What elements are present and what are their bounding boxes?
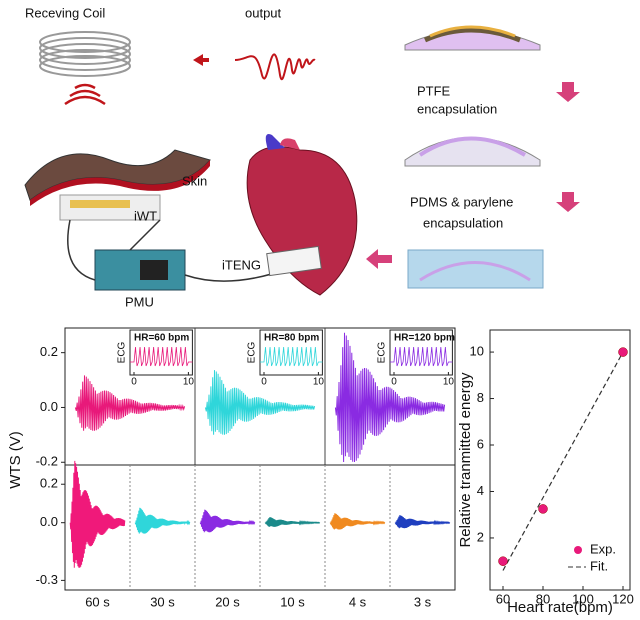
inset-ylabel: ECG <box>117 341 128 363</box>
x-axis-label: Heart rate(bpm) <box>507 599 613 616</box>
inset-ylabel: ECG <box>377 341 388 363</box>
y-tick-label: 0.0 <box>40 514 58 529</box>
inset-ylabel: ECG <box>247 341 258 363</box>
point <box>618 347 628 357</box>
inset-tick-label: 10 <box>443 377 455 388</box>
label: output <box>245 5 282 20</box>
waveform <box>199 509 256 533</box>
x-tick-label: 60 <box>496 591 510 606</box>
y-tick-label: -0.3 <box>36 572 58 587</box>
label: Receving Coil <box>25 5 105 20</box>
illustration <box>24 25 580 296</box>
x-tick-label: 120 <box>612 591 634 606</box>
inset-tick-label: 0 <box>261 377 267 388</box>
label: iTENG <box>222 257 261 272</box>
fit-line <box>502 351 624 571</box>
label: PDMS & parylene <box>410 194 513 209</box>
waveform <box>74 375 186 431</box>
y-tick-label: 10 <box>470 344 484 359</box>
panel-frame <box>64 464 456 591</box>
y-axis-label: Relative tranmitted energy <box>457 372 474 548</box>
segment-label: 3 s <box>414 594 432 609</box>
ecg-trace <box>130 346 193 367</box>
y-axis-label: WTS (V) <box>7 431 24 489</box>
point <box>498 556 508 566</box>
y-tick-label: 0.2 <box>40 476 58 491</box>
y-tick-label: 4 <box>477 483 484 498</box>
waveform <box>334 332 446 463</box>
segment-label: 60 s <box>85 594 110 609</box>
y-tick-label: 6 <box>477 436 484 451</box>
label: Skin <box>182 173 207 188</box>
y-tick-label: 0.0 <box>40 399 58 414</box>
y-tick-label: 0.2 <box>40 344 58 359</box>
waveform <box>134 507 191 534</box>
inset-tick-label: 10 <box>183 377 195 388</box>
x-tick-label: 100 <box>572 591 594 606</box>
diagram-labels: Receving Coil output PTFE encapsulation … <box>25 5 513 309</box>
waveform <box>204 370 316 435</box>
y-tick-label: 8 <box>477 390 484 405</box>
legend-marker <box>574 546 582 554</box>
label: encapsulation <box>417 101 497 116</box>
inset-title: HR=80 bpm <box>264 333 319 344</box>
waveform <box>394 515 451 529</box>
legend-label: Exp. <box>590 541 616 556</box>
x-tick-label: 80 <box>536 591 550 606</box>
label: iWT <box>134 208 157 223</box>
inset-title: HR=60 bpm <box>134 333 189 344</box>
y-tick-label: -0.2 <box>36 454 58 469</box>
waveform <box>329 513 386 530</box>
label: PTFE <box>417 83 451 98</box>
inset-title: HR=120 bpm <box>394 333 455 344</box>
plot-frame <box>489 329 631 591</box>
inset-tick-label: 0 <box>131 377 137 388</box>
segment-label: 20 s <box>215 594 240 609</box>
label: encapsulation <box>423 215 503 230</box>
segment-label: 10 s <box>280 594 305 609</box>
y-tick-label: 2 <box>477 529 484 544</box>
ecg-trace <box>260 346 323 367</box>
label: PMU <box>125 294 154 309</box>
ecg-trace <box>390 346 453 367</box>
inset-tick-label: 10 <box>313 377 325 388</box>
charts: WTS (V) -0.2 0.0 0.2 HR=60 bpm ECG 0 10 HR=80 bp… <box>7 327 634 616</box>
segment-label: 30 s <box>150 594 175 609</box>
point <box>538 504 548 514</box>
waveform <box>69 460 126 568</box>
waveform <box>264 517 321 527</box>
inset-tick-label: 0 <box>391 377 397 388</box>
segment-label: 4 s <box>349 594 367 609</box>
legend-label: Fit. <box>590 558 608 573</box>
